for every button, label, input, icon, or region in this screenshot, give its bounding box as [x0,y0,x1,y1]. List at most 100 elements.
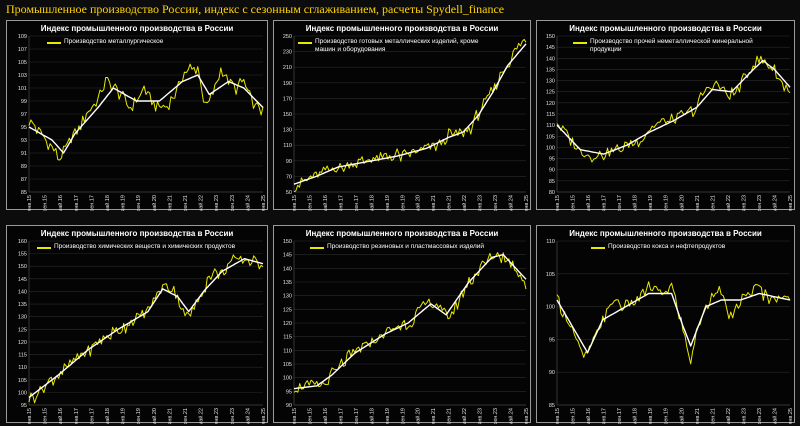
chart-plot-chemicals: 95 100 105 110 115 120 125 130 135 140 145 150 155 16… [18,239,267,424]
y-tick-label: 110 [546,123,555,129]
x-tick-label: май.20 [678,408,685,424]
x-tick-label: янв.23 [214,408,220,424]
legend-label: Производство готовых металлических издел… [315,38,479,53]
chart-panel-coke-petroleum: 85 90 95 100 105 110 янв.15 сен.15 май.16 янв.17 с… [536,225,795,424]
y-tick-label: 85 [549,179,555,185]
y-tick-label: 150 [546,34,555,40]
y-tick-label: 105 [546,272,555,278]
x-tick-label: май.16 [322,408,329,424]
x-tick-label: янв.21 [167,408,173,424]
x-tick-label: янв.17 [602,408,608,424]
x-tick-label: янв.15 [292,195,298,211]
x-tick-label: май.18 [368,195,375,211]
series-line-actual [293,252,527,393]
x-tick-label: сен.19 [400,408,406,424]
x-tick-label: янв.21 [431,408,437,424]
x-tick-label: сен.15 [307,195,313,211]
series-line-smoothed [293,254,527,390]
x-tick-label: сен.21 [710,408,716,424]
x-tick-label: май.24 [771,408,778,424]
legend-swatch [47,42,61,44]
x-tick-label: май.24 [508,195,515,211]
x-tick-label: сен.15 [571,195,577,211]
x-tick-label: янв.15 [27,408,33,424]
x-tick-label: сен.17 [354,195,360,211]
y-tick-label: 90 [286,159,292,165]
x-tick-label: сен.19 [136,408,142,424]
x-tick-label: сен.19 [400,195,406,211]
x-tick-label: май.18 [104,195,111,211]
x-tick-label: янв.23 [741,195,747,211]
y-tick-label: 140 [546,56,555,62]
y-tick-label: 145 [283,253,292,259]
y-tick-label: 145 [546,45,555,51]
x-tick-label: янв.25 [261,195,267,211]
x-tick-label: сен.17 [617,408,623,424]
x-tick-label: май.16 [57,408,64,424]
y-tick-label: 105 [18,378,27,384]
x-tick-label: янв.19 [648,195,654,211]
x-tick-label: сен.21 [183,408,189,424]
y-tick-label: 91 [21,151,27,157]
legend-swatch [591,247,605,249]
x-tick-label: сен.23 [230,408,236,424]
y-tick-label: 230 [283,50,292,56]
y-tick-label: 135 [283,280,292,286]
chart-title: Индекс промышленного производства в Росс… [569,24,762,33]
x-tick-label: сен.21 [447,195,453,211]
y-tick-label: 140 [18,289,27,295]
y-tick-label: 120 [283,321,292,327]
y-tick-label: 130 [283,294,292,300]
legend-label: Производство металлургическое [64,38,164,45]
y-tick-label: 105 [18,60,27,66]
page-title: Промышленное производство России, индекс… [6,2,505,16]
x-tick-label: янв.17 [602,195,608,211]
x-tick-label: май.16 [57,195,64,211]
x-tick-label: май.20 [415,408,422,424]
x-tick-label: май.22 [725,195,732,211]
y-tick-label: 100 [283,376,292,382]
x-tick-label: май.16 [585,195,592,211]
x-tick-label: сен.19 [136,195,142,211]
y-tick-label: 120 [546,101,555,107]
y-tick-label: 140 [283,266,292,272]
chart-legend: Производство прочей неметаллической мине… [573,38,773,54]
y-tick-label: 107 [18,47,27,53]
x-tick-label: сен.23 [757,408,763,424]
chart-title: Индекс промышленного производства в Росс… [40,229,234,238]
y-tick-label: 109 [18,34,27,40]
x-tick-label: янв.17 [338,408,344,424]
x-tick-label: янв.19 [121,195,127,211]
legend-swatch [573,42,587,44]
y-tick-label: 110 [283,348,292,354]
y-tick-label: 145 [18,277,27,283]
x-tick-label: янв.19 [648,408,654,424]
y-tick-label: 90 [286,403,292,409]
legend-label: Производство химических веществ и химиче… [54,243,236,250]
y-tick-label: 135 [18,302,27,308]
x-tick-label: янв.15 [555,195,561,211]
y-tick-label: 155 [18,252,27,258]
x-tick-label: янв.15 [27,195,33,211]
y-tick-label: 135 [546,67,555,73]
y-tick-label: 210 [283,65,292,71]
x-tick-label: май.18 [632,195,639,211]
chart-title: Индекс промышленного производства в Росс… [305,24,499,33]
y-tick-label: 250 [283,34,292,40]
y-tick-label: 115 [546,112,555,118]
legend-swatch [37,247,51,249]
x-tick-label: янв.17 [74,408,80,424]
x-tick-label: янв.17 [74,195,80,211]
chart-legend: Производство химических веществ и химиче… [37,243,262,251]
x-tick-label: сен.23 [493,408,499,424]
x-tick-label: янв.25 [261,408,267,424]
x-tick-label: сен.23 [230,195,236,211]
series-line-actual [28,254,264,404]
y-tick-label: 115 [283,335,292,341]
x-tick-label: сен.15 [307,408,313,424]
x-tick-label: янв.23 [478,195,484,211]
x-tick-label: янв.15 [555,408,561,424]
y-tick-label: 93 [21,138,27,144]
y-tick-label: 170 [283,96,292,102]
x-tick-label: май.24 [244,195,251,211]
